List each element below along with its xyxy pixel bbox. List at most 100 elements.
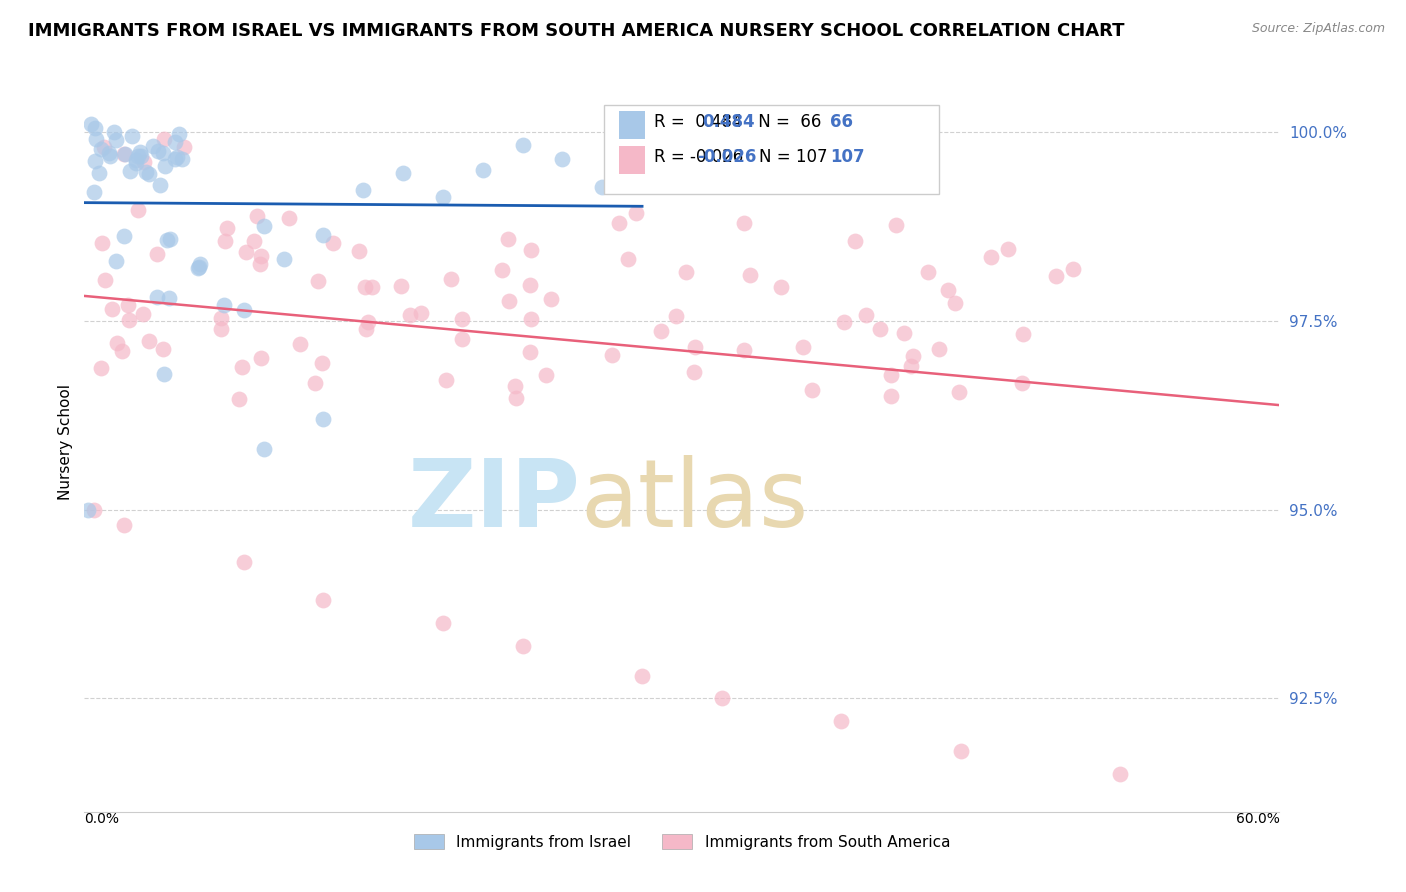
Point: [111, 344, 134, 359]
Point: [389, 279, 412, 293]
Point: [496, 232, 519, 246]
Point: [159, 231, 181, 245]
Text: Source: ZipAtlas.com: Source: ZipAtlas.com: [1251, 22, 1385, 36]
Point: [710, 691, 733, 706]
Point: [121, 128, 143, 143]
Point: [93, 140, 115, 154]
FancyBboxPatch shape: [605, 104, 939, 194]
Point: [167, 128, 190, 142]
Point: [97, 146, 120, 161]
Point: [352, 183, 374, 197]
Point: [1062, 262, 1084, 277]
Point: [112, 147, 135, 161]
Point: [165, 135, 187, 149]
Point: [900, 359, 922, 373]
Text: 0.0%: 0.0%: [84, 812, 120, 826]
Point: [304, 376, 326, 390]
Point: [153, 132, 176, 146]
Point: [112, 517, 135, 532]
Legend: Immigrants from Israel, Immigrants from South America: Immigrants from Israel, Immigrants from …: [408, 828, 956, 856]
Point: [322, 236, 344, 251]
Point: [631, 118, 654, 132]
Point: [138, 168, 160, 182]
Point: [170, 153, 193, 167]
Point: [146, 290, 169, 304]
Text: R = -0.026   N = 107: R = -0.026 N = 107: [654, 147, 828, 166]
Point: [733, 216, 755, 230]
Point: [153, 159, 176, 173]
Point: [832, 315, 855, 329]
Point: [188, 257, 211, 271]
Point: [118, 313, 141, 327]
Text: IMMIGRANTS FROM ISRAEL VS IMMIGRANTS FROM SOUTH AMERICA NURSERY SCHOOL CORRELATI: IMMIGRANTS FROM ISRAEL VS IMMIGRANTS FRO…: [28, 22, 1125, 40]
Text: 0.484: 0.484: [702, 112, 755, 131]
Point: [675, 265, 697, 279]
Point: [209, 310, 232, 325]
Point: [770, 279, 793, 293]
Point: [215, 220, 238, 235]
Point: [129, 149, 152, 163]
Point: [1011, 376, 1033, 391]
Point: [880, 389, 903, 403]
Point: [928, 343, 950, 357]
Point: [253, 442, 276, 456]
Point: [903, 349, 925, 363]
Point: [120, 163, 142, 178]
Point: [1045, 268, 1067, 283]
Point: [311, 356, 333, 370]
Point: [103, 125, 125, 139]
Point: [801, 383, 824, 397]
Point: [232, 302, 254, 317]
Point: [617, 252, 640, 266]
Point: [609, 215, 631, 229]
Point: [1109, 767, 1132, 781]
Point: [250, 351, 273, 365]
Point: [434, 373, 457, 387]
Point: [90, 142, 112, 156]
Point: [519, 278, 541, 293]
Point: [128, 145, 150, 160]
Point: [600, 348, 623, 362]
Point: [209, 322, 232, 336]
Point: [451, 311, 474, 326]
Point: [997, 243, 1019, 257]
Point: [135, 165, 157, 179]
Point: [491, 263, 513, 277]
Point: [100, 302, 122, 317]
Point: [949, 744, 972, 758]
Point: [104, 133, 127, 147]
Point: [361, 280, 384, 294]
Point: [83, 185, 105, 199]
Point: [149, 178, 172, 192]
Point: [249, 257, 271, 271]
Point: [980, 251, 1002, 265]
Point: [357, 315, 380, 329]
Point: [146, 145, 169, 159]
Text: -0.026: -0.026: [697, 147, 756, 166]
Point: [125, 153, 148, 167]
Point: [157, 291, 180, 305]
Point: [307, 274, 329, 288]
Point: [738, 268, 761, 282]
Point: [432, 615, 454, 630]
Point: [540, 292, 562, 306]
Point: [917, 265, 939, 279]
Text: atlas: atlas: [581, 455, 808, 547]
Point: [232, 556, 254, 570]
Point: [312, 412, 335, 426]
Point: [505, 378, 527, 392]
Point: [90, 361, 112, 376]
Point: [938, 283, 960, 297]
Point: [77, 502, 100, 516]
Point: [288, 337, 311, 351]
Point: [948, 384, 970, 399]
Point: [138, 334, 160, 349]
Point: [356, 322, 378, 336]
Point: [83, 153, 105, 168]
Point: [125, 156, 148, 170]
Point: [519, 243, 541, 257]
Point: [117, 298, 139, 312]
Point: [943, 296, 966, 310]
Point: [792, 340, 814, 354]
Point: [166, 150, 188, 164]
